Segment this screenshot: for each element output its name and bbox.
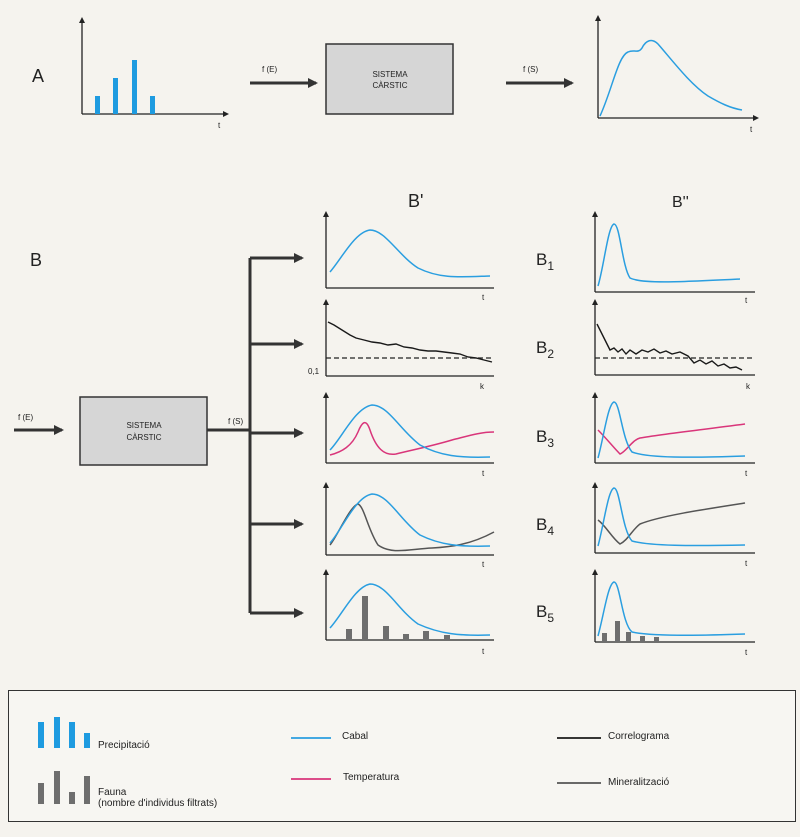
section-a-label: A xyxy=(32,66,44,86)
chart-b2-col1: 0,1 k xyxy=(308,299,494,391)
legend-fauna-label: Fauna (nombre d'individus filtrats) xyxy=(98,787,217,809)
correlogram-curve xyxy=(596,323,743,371)
correlogram-curve xyxy=(327,321,493,363)
axis-t-label: t xyxy=(745,296,748,305)
chart-b2-col2: k xyxy=(592,299,755,391)
b-output-fanout xyxy=(207,253,304,618)
legend-fauna-line1: Fauna xyxy=(98,787,127,798)
chart-b4-col1: t xyxy=(323,482,495,569)
section-b-label: B xyxy=(30,250,42,270)
cabal-curve xyxy=(599,39,743,117)
axis-t-label: t xyxy=(745,559,748,568)
legend-temp-label: Temperatura xyxy=(343,772,400,783)
mineral-curve xyxy=(597,502,746,545)
precip-bar xyxy=(150,96,155,114)
a-output-chart: t xyxy=(595,15,759,134)
legend-mineral-label: Mineralització xyxy=(608,777,670,788)
b-system-line2: CÀRSTIC xyxy=(126,433,161,442)
chart-b1-col1: t xyxy=(323,211,494,302)
chart-b3-col1: t xyxy=(323,392,495,478)
b-system-line1: SISTEMA xyxy=(126,421,162,430)
axis-t-label: t xyxy=(482,469,485,478)
cabal-curve xyxy=(597,581,746,637)
fauna-bar xyxy=(615,621,620,642)
a-input-chart: t xyxy=(79,17,229,130)
ref-value-label: 0,1 xyxy=(308,367,320,376)
b-input-label: f (E) xyxy=(18,413,33,422)
legend-corr-label: Correlograma xyxy=(608,731,670,742)
cabal-curve xyxy=(329,583,491,636)
legend-symbols xyxy=(38,717,601,804)
axis-t-label: t xyxy=(482,647,485,656)
mineral-curve xyxy=(329,503,495,552)
precip-bar xyxy=(95,96,100,114)
fauna-bar xyxy=(444,635,450,640)
legend-fauna-line2: (nombre d'individus filtrats) xyxy=(98,798,218,809)
axis-t-label: t xyxy=(745,648,748,657)
legend-fauna-icon xyxy=(38,771,90,804)
col2-header: B'' xyxy=(672,194,689,211)
legend-precip-label: Precipitació xyxy=(98,740,150,751)
row-label-b1: B1 xyxy=(536,250,554,273)
a-input-label: f (E) xyxy=(262,65,277,74)
chart-b5-col1: t xyxy=(323,569,494,656)
cabal-curve xyxy=(597,223,741,287)
legend-precip-icon xyxy=(38,717,90,748)
a-output-label: f (S) xyxy=(523,65,538,74)
legend-box: Precipitació Fauna (nombre d'individus f… xyxy=(8,690,796,822)
fauna-bar xyxy=(626,632,631,642)
cabal-curve xyxy=(597,487,746,547)
axis-k-label: k xyxy=(746,382,751,391)
row-labels: B1 B2 B3 B4 B5 xyxy=(536,250,554,625)
fauna-bar xyxy=(640,636,645,642)
axis-t-label: t xyxy=(482,293,485,302)
b-system-box xyxy=(79,396,208,466)
precip-bar xyxy=(113,78,118,114)
legend-cabal-label: Cabal xyxy=(342,731,369,742)
cabal-curve xyxy=(329,229,491,278)
cabal-curve xyxy=(329,404,491,458)
precip-bar xyxy=(132,60,137,114)
a-system-line1: SISTEMA xyxy=(372,70,408,79)
row-label-b5: B5 xyxy=(536,602,554,625)
cabal-curve xyxy=(329,493,491,547)
axis-t-label: t xyxy=(750,125,753,134)
fauna-bar xyxy=(423,631,429,640)
fauna-bar xyxy=(346,629,352,640)
temperature-curve xyxy=(329,421,495,456)
chart-b1-col2: t xyxy=(592,211,755,305)
row-label-b2: B2 xyxy=(536,338,554,361)
axis-t-label: t xyxy=(745,469,748,478)
temperature-curve xyxy=(597,423,746,455)
cabal-curve xyxy=(597,401,746,459)
row-label-b3: B3 xyxy=(536,427,554,450)
fauna-bar xyxy=(383,626,389,640)
chart-b3-col2: t xyxy=(592,392,755,478)
row-label-b4: B4 xyxy=(536,515,554,538)
col1-header: B' xyxy=(408,191,423,211)
a-system-box xyxy=(325,43,454,115)
a-system-line2: CÀRSTIC xyxy=(372,81,407,90)
fauna-bar xyxy=(654,637,659,642)
chart-b4-col2: t xyxy=(592,482,755,568)
axis-t-label: t xyxy=(482,560,485,569)
diagram-canvas: A t f (E) SISTEMA CÀRSTIC f (S) t B B' B… xyxy=(14,15,759,657)
fauna-bar xyxy=(403,634,409,640)
fauna-bar xyxy=(362,596,368,640)
axis-k-label: k xyxy=(480,382,485,391)
axis-t-label: t xyxy=(218,121,221,130)
fauna-bar xyxy=(602,633,607,642)
b-output-label: f (S) xyxy=(228,417,243,426)
chart-b5-col2: t xyxy=(592,569,755,657)
